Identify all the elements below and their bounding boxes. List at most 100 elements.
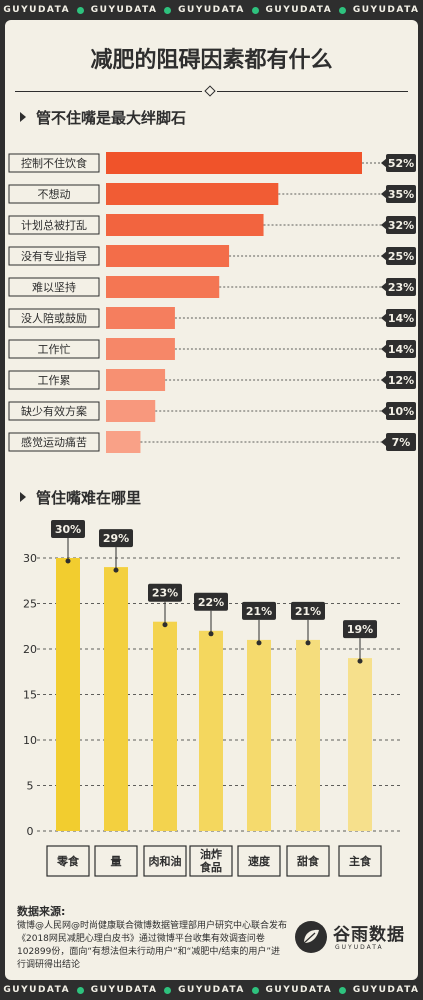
- category-label-box: [8, 339, 100, 359]
- value-label: 32%: [388, 219, 414, 232]
- tag-dot: [256, 640, 262, 646]
- category-label-box: [8, 277, 100, 297]
- value-label: 23%: [388, 281, 414, 294]
- category-label: 食品: [200, 860, 222, 874]
- category-label-box: [143, 845, 187, 877]
- bar: [247, 639, 271, 831]
- category-label: 没有专业指导: [21, 249, 87, 263]
- y-tick-label: 15: [23, 689, 37, 702]
- logo-name: 谷雨数据: [333, 925, 405, 945]
- value-tag: [343, 620, 377, 639]
- category-label: 控制不住饮食: [21, 156, 87, 170]
- tag-dot: [162, 622, 168, 628]
- bar: [106, 214, 264, 236]
- bottom-brand-bar: GUYUDATA GUYUDATA GUYUDATA GUYUDATA GUYUDATA: [0, 980, 423, 1000]
- tag-dot: [357, 658, 363, 664]
- logo-sub: GUYUDATA: [335, 944, 384, 951]
- tag-dot: [305, 640, 311, 646]
- category-label-box: [189, 845, 233, 877]
- category-label-box: [8, 308, 100, 328]
- brand-dot-icon: [339, 986, 347, 994]
- main-panel: 减肥的阻碍因素都有什么 管不住嘴是最大绊脚石 管住嘴难在哪里 控制不住饮食 52%…: [5, 20, 418, 980]
- source-text: 微博@人民网@时尚健康联合微博数据管理部用户研究中心联合发布《2018网民减肥心…: [17, 921, 288, 970]
- category-label-box: [8, 370, 100, 390]
- brand-text: GUYUDATA: [265, 985, 333, 995]
- category-label: 量: [111, 855, 122, 868]
- brand-text: GUYUDATA: [3, 5, 71, 15]
- y-tick-label: 10: [23, 734, 37, 747]
- value-label: 23%: [152, 587, 178, 600]
- value-tag: [386, 247, 416, 265]
- value-label: 21%: [246, 605, 272, 618]
- brand-dot-icon: [76, 6, 84, 14]
- obstacle-bar-chart: 控制不住饮食 52% 不想动 35% 计划总被打乱 32% 没有专业指导 25% 难以坚持 23%…: [8, 152, 416, 453]
- value-label: 52%: [388, 157, 414, 170]
- value-label: 14%: [388, 343, 414, 356]
- value-tag: [386, 402, 416, 420]
- value-label: 14%: [388, 312, 414, 325]
- section1-triangle-icon: [20, 112, 26, 122]
- category-label: 速度: [248, 854, 271, 868]
- value-tag-pointer: [381, 313, 387, 323]
- value-tag: [386, 309, 416, 327]
- category-label-box: [46, 845, 90, 877]
- page-title: 减肥的阻碍因素都有什么: [90, 48, 333, 73]
- bar: [106, 152, 362, 174]
- value-label: 12%: [388, 374, 414, 387]
- brand-dot-icon: [251, 986, 259, 994]
- value-tag-pointer: [381, 189, 387, 199]
- tag-dot: [208, 631, 214, 637]
- value-tag: [386, 433, 416, 451]
- leaf-logo-icon: [295, 921, 327, 953]
- category-label-box: [8, 432, 100, 452]
- brand-logo: 谷雨数据 GUYUDATA: [295, 915, 410, 965]
- category-label-box: [8, 246, 100, 266]
- bar: [199, 630, 223, 831]
- value-label: 25%: [388, 250, 414, 263]
- bar: [106, 183, 279, 205]
- brand-dot-icon: [164, 6, 172, 14]
- y-tick-label: 20: [23, 643, 37, 656]
- source-title: 数据来源:: [17, 905, 66, 918]
- value-tag-pointer: [381, 437, 387, 447]
- value-label: 29%: [103, 532, 129, 545]
- brand-text: GUYUDATA: [178, 985, 245, 995]
- category-label: 工作累: [38, 374, 71, 387]
- value-tag-pointer: [381, 375, 387, 385]
- section2-heading: 管住嘴难在哪里: [20, 487, 141, 508]
- section1-heading: 管不住嘴是最大绊脚石: [20, 107, 186, 128]
- category-label: 感觉运动痛苦: [21, 435, 87, 449]
- brand-text: GUYUDATA: [3, 985, 71, 995]
- value-tag-pointer: [381, 220, 387, 230]
- brand-dot-icon: [339, 6, 347, 14]
- section1-title: 管不住嘴是最大绊脚石: [36, 109, 187, 127]
- bar: [106, 307, 175, 329]
- category-label-box: [286, 845, 330, 877]
- brand-text: GUYUDATA: [90, 5, 158, 15]
- value-tag: [386, 278, 416, 296]
- y-tick-label: 30: [23, 552, 37, 565]
- value-tag: [99, 529, 133, 548]
- value-tag: [386, 340, 416, 358]
- category-label-box: [8, 184, 100, 204]
- category-label: 主食: [349, 854, 372, 868]
- value-label: 22%: [198, 596, 224, 609]
- value-label: 21%: [295, 605, 321, 618]
- bar: [106, 338, 175, 360]
- category-label: 难以坚持: [32, 280, 76, 294]
- brand-dot-icon: [76, 986, 84, 994]
- value-tag-pointer: [381, 344, 387, 354]
- value-tag-pointer: [381, 158, 387, 168]
- value-tag: [148, 583, 182, 602]
- brand-dot-icon: [251, 6, 259, 14]
- value-tag: [242, 601, 276, 620]
- bar: [56, 558, 80, 831]
- category-label: 油炸: [200, 847, 222, 861]
- bar: [104, 567, 128, 831]
- section2-triangle-icon: [20, 492, 26, 502]
- category-label: 缺少有效方案: [21, 404, 87, 418]
- brand-text: GUYUDATA: [265, 5, 333, 15]
- bar: [106, 431, 141, 453]
- value-tag: [51, 520, 85, 538]
